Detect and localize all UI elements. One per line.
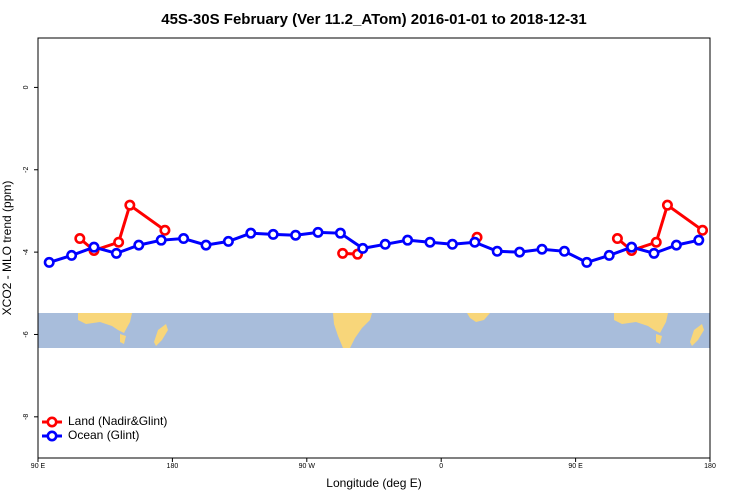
point [558, 245, 570, 257]
point [424, 236, 436, 248]
point [245, 227, 257, 239]
legend-marker [46, 430, 58, 442]
point [670, 239, 682, 251]
point [603, 249, 615, 261]
point [469, 236, 481, 248]
plot-frame [37, 37, 711, 459]
y-tick-label: -8 [23, 414, 30, 420]
point [66, 249, 78, 261]
land-patch [78, 313, 132, 333]
point [402, 234, 414, 246]
legend-label: Ocean (Glint) [68, 428, 139, 442]
y-tick-label: -4 [23, 249, 30, 255]
point [290, 229, 302, 241]
point [88, 241, 100, 253]
point [159, 224, 171, 236]
point [43, 256, 55, 268]
point [581, 256, 593, 268]
legend-marker [46, 416, 58, 428]
x-tick-label: 90 E [568, 463, 583, 470]
point [648, 247, 660, 259]
point [661, 199, 673, 211]
y-tick-label: -6 [23, 331, 30, 337]
point [133, 239, 145, 251]
land-patch [333, 313, 372, 348]
ocean-band [38, 313, 710, 348]
land-patch [154, 324, 168, 346]
y-tick-label: 0 [23, 85, 30, 89]
point [611, 233, 623, 245]
x-tick-label: 180 [704, 463, 716, 470]
point [357, 242, 369, 254]
point [446, 238, 458, 250]
x-tick-label: 180 [167, 463, 179, 470]
point [200, 239, 212, 251]
point [74, 233, 86, 245]
point [379, 238, 391, 250]
point [222, 235, 234, 247]
x-tick-label: 0 [439, 463, 443, 470]
land-patch [656, 334, 662, 344]
point [697, 224, 709, 236]
point [110, 247, 122, 259]
x-tick-label: 90 W [299, 463, 316, 470]
point [178, 233, 190, 245]
land-patch [120, 334, 126, 344]
chart-title: 45S-30S February (Ver 11.2_ATom) 2016-01… [161, 11, 587, 28]
point [514, 246, 526, 258]
point [626, 241, 638, 253]
y-tick-label: -2 [23, 167, 30, 173]
point [312, 226, 324, 238]
y-axis-label: XCO2 - MLO trend (ppm) [0, 181, 14, 316]
land-patch [467, 313, 490, 322]
point [334, 227, 346, 239]
point [693, 234, 705, 246]
point [536, 243, 548, 255]
point [124, 199, 136, 211]
point [267, 228, 279, 240]
map-band [38, 313, 710, 348]
point [650, 236, 662, 248]
point [155, 234, 167, 246]
land-patch [614, 313, 668, 333]
point [491, 245, 503, 257]
x-axis-label: Longitude (deg E) [326, 476, 421, 490]
x-tick-label: 90 E [31, 463, 46, 470]
point [337, 247, 349, 259]
point [113, 236, 125, 248]
land-patch [690, 324, 704, 346]
legend-label: Land (Nadir&Glint) [68, 414, 167, 428]
